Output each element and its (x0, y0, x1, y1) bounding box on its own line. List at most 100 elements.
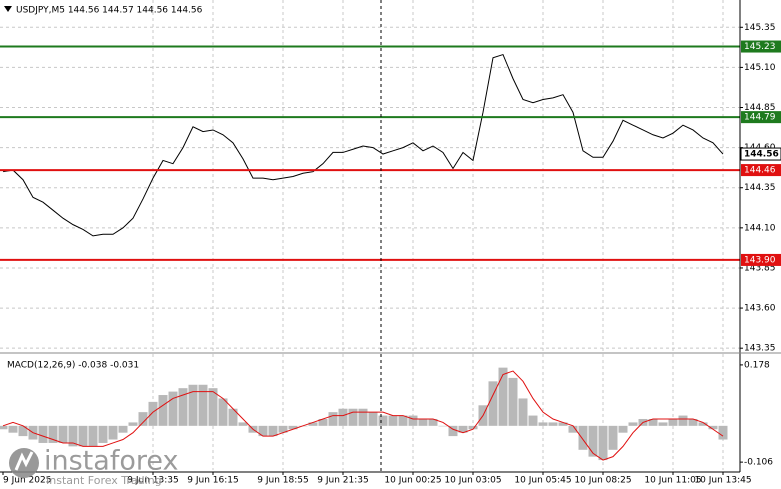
histogram-bar (348, 408, 358, 426)
histogram-bar (718, 425, 728, 440)
histogram-bar (208, 388, 218, 426)
histogram-bar (158, 395, 168, 426)
histogram-bar (588, 425, 598, 457)
histogram-bar (408, 415, 418, 426)
histogram-bar (578, 425, 588, 450)
y-tick-label: 145.10 (744, 63, 776, 73)
histogram-bar (708, 425, 718, 430)
histogram-bar (628, 422, 638, 426)
current-price-bg (740, 147, 781, 161)
histogram-bar (548, 422, 558, 426)
level-label: 144.46 (744, 166, 776, 176)
level-label: 143.90 (744, 255, 776, 265)
histogram-bar (488, 381, 498, 426)
histogram-bar (518, 398, 528, 426)
histogram-bar (188, 384, 198, 426)
level-label: 144.79 (744, 113, 776, 123)
histogram-bar (238, 422, 248, 426)
x-tick-label: 10 Jun 08:25 (574, 476, 631, 486)
histogram-bar (88, 425, 98, 447)
y-tick-label: 143.60 (744, 304, 776, 314)
histogram-bar (198, 384, 208, 426)
x-tick-label: 10 Jun 03:05 (444, 476, 501, 486)
histogram-bar (448, 425, 458, 437)
y-tick-label: -0.106 (744, 458, 773, 468)
histogram-bar (228, 408, 238, 426)
x-tick-label: 10 Jun 05:45 (514, 476, 571, 486)
histogram-bar (678, 415, 688, 426)
histogram-bar (688, 418, 698, 426)
watermark: instaforex Instant Forex Trading (9, 446, 178, 487)
histogram-bar (468, 425, 478, 430)
histogram-bar (528, 415, 538, 426)
x-tick-label: 10 Jun 11:05 (644, 476, 701, 486)
histogram-bar (398, 415, 408, 426)
histogram-bar (118, 425, 128, 433)
histogram-bar (98, 425, 108, 443)
histogram-bar (458, 425, 468, 433)
level-label-bg (741, 111, 781, 124)
histogram-bar (38, 425, 48, 443)
histogram-bar (258, 425, 268, 437)
histogram-bar (668, 418, 678, 426)
tagline: Instant Forex Trading (46, 474, 162, 487)
histogram-bar (378, 415, 388, 426)
histogram-bar (558, 422, 568, 426)
histogram-bar (128, 422, 138, 426)
histogram-bar (78, 425, 88, 447)
histogram-bar (658, 422, 668, 426)
histogram-bar (428, 418, 438, 426)
y-tick-label: 143.35 (744, 344, 776, 354)
histogram-bar (48, 425, 58, 443)
x-tick-label: 9 Jun 2025 (3, 476, 51, 486)
histogram-bar (498, 367, 508, 426)
x-tick-label: 9 Jun 18:55 (257, 476, 308, 486)
histogram-bar (338, 408, 348, 426)
histogram-bar (8, 425, 18, 433)
histogram-bar (388, 415, 398, 426)
histogram-bar (568, 425, 578, 433)
current-price-label: 144.56 (744, 150, 779, 160)
histogram-bar (178, 388, 188, 426)
x-tick-label: 10 Jun 00:25 (384, 476, 441, 486)
level-label-bg (741, 40, 781, 53)
histogram-bar (0, 425, 8, 430)
x-tick-label: 9 Jun 16:15 (187, 476, 238, 486)
level-label-bg (741, 253, 781, 266)
logo-mark (14, 451, 34, 471)
symbol-icon (4, 6, 12, 12)
histogram-bar (218, 398, 228, 426)
histogram-bar (68, 425, 78, 447)
y-tick-label: 143.85 (744, 263, 776, 273)
histogram-bar (358, 408, 368, 426)
histogram-bar (148, 401, 158, 426)
histogram-bar (58, 425, 68, 443)
histogram-bar (168, 391, 178, 426)
histogram-bar (328, 412, 338, 426)
histogram-bar (308, 422, 318, 426)
histogram-bar (538, 422, 548, 426)
level-label: 145.23 (744, 42, 776, 52)
brand: instaforex (44, 446, 178, 477)
histogram-bar (438, 425, 448, 427)
x-tick-label: 9 Jun 21:35 (317, 476, 368, 486)
histogram-bar (288, 425, 298, 430)
histogram-bar (18, 425, 28, 437)
signal-line (2, 370, 724, 461)
level-label-bg (741, 164, 781, 177)
y-tick-label: 145.35 (744, 23, 776, 33)
indicator-title: MACD(12,26,9) -0.038 -0.031 (7, 361, 139, 371)
y-tick-label: 144.10 (744, 223, 776, 233)
histogram-bar (278, 425, 288, 433)
histogram-bar (108, 425, 118, 440)
histogram-bar (138, 412, 148, 426)
histogram-bar (418, 418, 428, 426)
price-line (2, 53, 724, 237)
histogram-bar (508, 377, 518, 426)
x-tick-label: 10 Jun 13:45 (694, 476, 751, 486)
histogram-bar (608, 425, 618, 450)
histogram-bar (698, 422, 708, 426)
